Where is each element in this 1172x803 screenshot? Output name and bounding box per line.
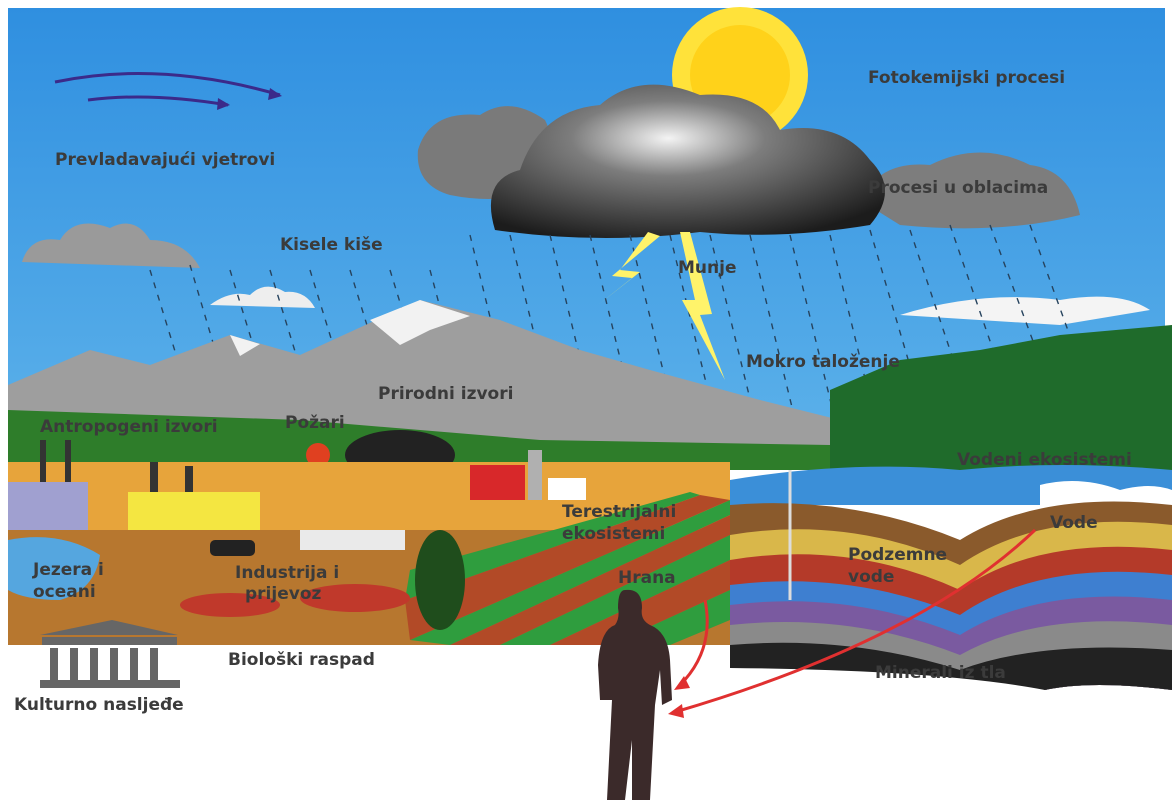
label-line: Mokro taloženje bbox=[746, 352, 900, 372]
label-line: Minerali iz tla bbox=[875, 663, 1006, 683]
label-line: vode bbox=[848, 567, 894, 587]
chimney bbox=[65, 440, 71, 482]
label: Fotokemijski procesi bbox=[868, 68, 1065, 88]
label: Procesi u oblacima bbox=[868, 178, 1048, 198]
label-line: Jezera i bbox=[32, 560, 104, 580]
barn bbox=[470, 465, 525, 500]
label-line: ekosistemi bbox=[562, 524, 665, 544]
label-line: Prirodni izvori bbox=[378, 384, 513, 404]
illustration: Fotokemijski procesi Prevladavajući vjet… bbox=[0, 0, 1172, 803]
label: Munje bbox=[678, 258, 736, 278]
label-line: Prevladavajući vjetrovi bbox=[55, 150, 275, 170]
label-line: Vodeni ekosistemi bbox=[957, 450, 1132, 470]
label: Požari bbox=[285, 413, 345, 433]
label: Minerali iz tla bbox=[875, 663, 1006, 683]
label: Mokro taloženje bbox=[746, 352, 900, 372]
label: Hrana bbox=[618, 568, 676, 588]
label-line: Fotokemijski procesi bbox=[868, 68, 1065, 88]
factory bbox=[8, 482, 88, 530]
label-line: Kisele kiše bbox=[280, 235, 383, 255]
label-line: Munje bbox=[678, 258, 736, 278]
label: Vodeni ekosistemi bbox=[957, 450, 1132, 470]
house bbox=[548, 478, 586, 500]
label-line: Antropogeni izvori bbox=[40, 417, 218, 437]
label-line: Požari bbox=[285, 413, 345, 433]
label-line: Terestrijalni bbox=[562, 502, 676, 522]
car bbox=[210, 540, 255, 556]
tree bbox=[415, 530, 465, 630]
label-line: Vode bbox=[1050, 513, 1098, 533]
label-line: Hrana bbox=[618, 568, 676, 588]
chimney bbox=[40, 440, 46, 482]
label: Kisele kiše bbox=[280, 235, 383, 255]
label: Prirodni izvori bbox=[378, 384, 513, 404]
label-line: Podzemne bbox=[848, 545, 947, 565]
label: Vode bbox=[1050, 513, 1098, 533]
label: Biološki raspad bbox=[228, 650, 375, 670]
label: Prevladavajući vjetrovi bbox=[55, 150, 275, 170]
label-line: oceani bbox=[33, 582, 96, 602]
truck bbox=[300, 530, 405, 550]
label-line: Kulturno nasljeđe bbox=[14, 695, 184, 715]
chimney bbox=[150, 462, 158, 492]
label-line: Industrija i bbox=[235, 563, 339, 583]
label: Antropogeni izvori bbox=[40, 417, 218, 437]
label-line: Biološki raspad bbox=[228, 650, 375, 670]
silo bbox=[528, 450, 542, 500]
arrow-head bbox=[668, 704, 684, 718]
page: Fotokemijski procesi Prevladavajući vjet… bbox=[0, 0, 1172, 803]
chimney bbox=[185, 466, 193, 492]
label-line: Procesi u oblacima bbox=[868, 178, 1048, 198]
factory bbox=[128, 492, 260, 530]
label-line: prijevoz bbox=[245, 584, 321, 604]
label: Kulturno nasljeđe bbox=[14, 695, 184, 715]
